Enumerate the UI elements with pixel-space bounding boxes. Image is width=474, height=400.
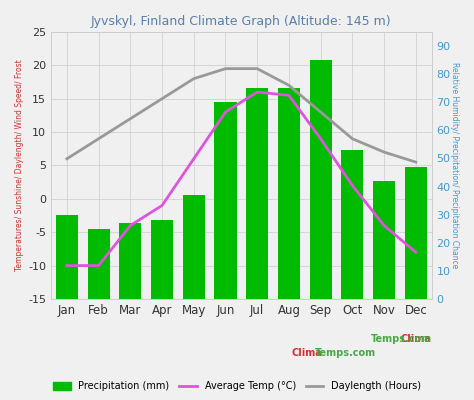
- Text: Clima: Clima: [401, 334, 432, 344]
- Bar: [119, 223, 141, 299]
- Text: Temps.com: Temps.com: [315, 348, 376, 358]
- Bar: [214, 102, 237, 299]
- Legend: Precipitation (mm), Average Temp (°C), Daylength (Hours): Precipitation (mm), Average Temp (°C), D…: [49, 377, 425, 395]
- Text: ClimaTemps.com: ClimaTemps.com: [0, 399, 1, 400]
- Bar: [373, 181, 395, 299]
- Bar: [246, 88, 268, 299]
- Y-axis label: Temperatures/ Sunshine/ Daylength/ Wind Speed/ Frost: Temperatures/ Sunshine/ Daylength/ Wind …: [15, 60, 24, 271]
- Text: Clima: Clima: [292, 348, 322, 358]
- Bar: [182, 195, 205, 299]
- Bar: [88, 229, 109, 299]
- Bar: [310, 60, 332, 299]
- Y-axis label: Relative Humidity/ Precipitation/ Precipitation Chance: Relative Humidity/ Precipitation/ Precip…: [450, 62, 459, 269]
- Text: Temps.com: Temps.com: [371, 334, 432, 344]
- Bar: [151, 220, 173, 299]
- Bar: [405, 167, 427, 299]
- Bar: [278, 88, 300, 299]
- Bar: [56, 215, 78, 299]
- Bar: [341, 150, 364, 299]
- Title: Jyvskyl, Finland Climate Graph (Altitude: 145 m): Jyvskyl, Finland Climate Graph (Altitude…: [91, 15, 392, 28]
